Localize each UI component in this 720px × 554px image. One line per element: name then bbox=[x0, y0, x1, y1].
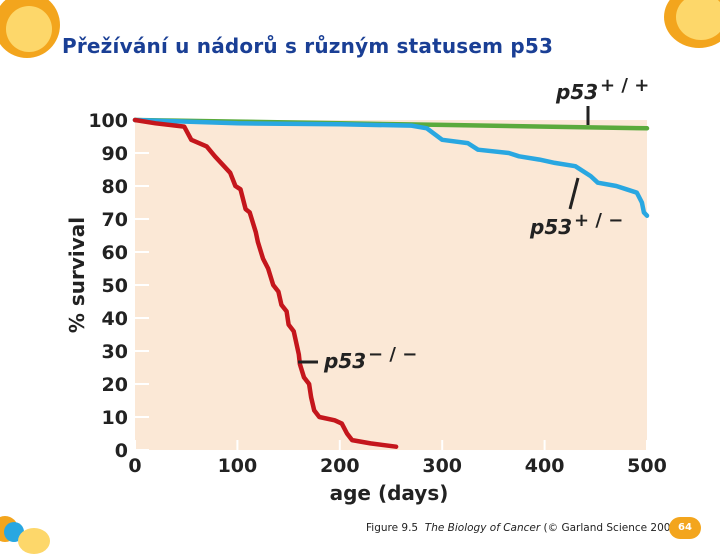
y-tick-label: 60 bbox=[102, 242, 128, 264]
y-tick-label: 80 bbox=[102, 176, 128, 198]
page-number-badge: 64 bbox=[669, 517, 701, 539]
x-tick-label: 100 bbox=[218, 455, 258, 477]
caption-book: The Biology of Cancer bbox=[424, 522, 541, 534]
y-tick-label: 10 bbox=[102, 407, 128, 429]
series-leader-line bbox=[568, 177, 580, 210]
x-tick-label: 500 bbox=[627, 455, 667, 477]
y-tick-label: 100 bbox=[88, 110, 128, 132]
y-tick-label: 90 bbox=[102, 143, 128, 165]
y-tick-label: 30 bbox=[102, 341, 128, 363]
series-label-genotype: + / − bbox=[574, 210, 623, 231]
caption-figure: Figure 9.5 bbox=[366, 522, 419, 534]
caption-credit: (© Garland Science 2007) bbox=[543, 522, 682, 534]
series-line bbox=[132, 117, 399, 449]
series-label-name: p53 bbox=[529, 215, 572, 239]
x-tick-label: 0 bbox=[128, 455, 141, 477]
slide-title: Přežívání u nádorů s různým statusem p53 bbox=[62, 34, 554, 58]
x-tick-label: 300 bbox=[422, 455, 462, 477]
figure-caption: Figure 9.5 The Biology of Cancer (© Garl… bbox=[366, 522, 681, 534]
series-line bbox=[132, 117, 650, 218]
series-label-name: p53 bbox=[323, 349, 366, 373]
y-axis-ticks: 0 10 20 30 40 50 60 70 80 90 100 bbox=[88, 110, 149, 462]
series-label-name: p53 bbox=[555, 80, 598, 104]
series-lines bbox=[132, 117, 650, 449]
x-tick-label: 400 bbox=[525, 455, 565, 477]
decor-blob-top-right-inner bbox=[676, 0, 720, 40]
y-tick-label: 70 bbox=[102, 209, 128, 231]
y-tick-label: 0 bbox=[115, 440, 128, 462]
decor-blob-top-left-inner bbox=[6, 6, 52, 52]
plot-background bbox=[135, 120, 647, 450]
y-tick-label: 40 bbox=[102, 308, 128, 330]
x-axis-ticks: 0 100 200 300 400 500 bbox=[128, 440, 667, 477]
series-labels: p53 + / +p53 + / −p53− / − bbox=[298, 75, 649, 373]
x-axis-label: age (days) bbox=[330, 481, 449, 505]
y-tick-label: 50 bbox=[102, 275, 128, 297]
y-axis-label: % survival bbox=[65, 217, 89, 333]
x-tick-label: 200 bbox=[320, 455, 360, 477]
series-label-genotype: − / − bbox=[368, 344, 417, 365]
y-tick-label: 20 bbox=[102, 374, 128, 396]
series-label-genotype: + / + bbox=[600, 75, 649, 96]
